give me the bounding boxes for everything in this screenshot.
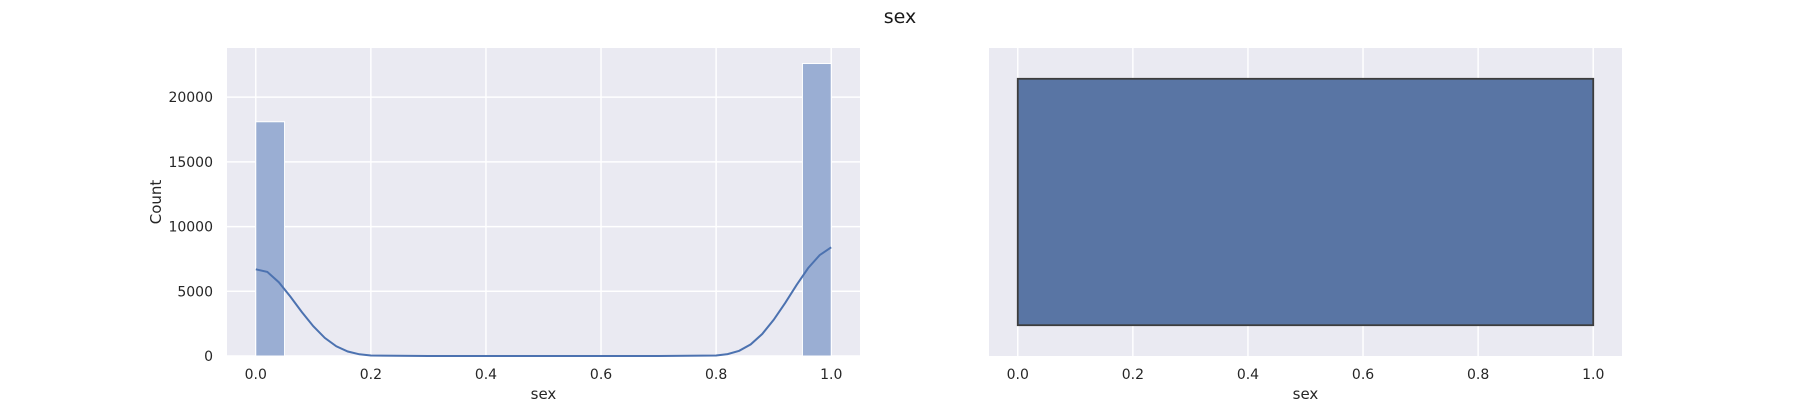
- x-tick-label: 1.0: [1582, 367, 1604, 383]
- boxplot-box: [1016, 77, 1595, 327]
- histogram-bar: [255, 121, 286, 357]
- histogram-x-axis-label: sex: [531, 385, 557, 400]
- boxplot-x-axis-label: sex: [1293, 385, 1319, 400]
- x-tick-label: 0.0: [1007, 367, 1029, 383]
- kde-curve: [255, 246, 832, 357]
- x-tick-label: 0.0: [245, 367, 267, 383]
- y-tick-label: 0: [204, 349, 213, 365]
- histogram-plot-area: [227, 48, 860, 356]
- histogram-y-axis-label: Count: [147, 180, 165, 225]
- x-tick-label: 1.0: [820, 367, 842, 383]
- boxplot-panel: 0.0 0.2 0.4 0.6 0.8 1.0 sex: [989, 48, 1622, 400]
- y-tick-label: 20000: [168, 90, 213, 106]
- x-tick-label: 0.2: [360, 367, 382, 383]
- x-tick-label: 0.4: [475, 367, 497, 383]
- histogram-bars: [255, 63, 832, 357]
- histogram-bar: [801, 63, 832, 357]
- histogram-y-ticks: 0 5000 10000 15000 20000: [168, 90, 213, 365]
- y-tick-label: 10000: [168, 220, 213, 236]
- y-tick-label: 5000: [177, 284, 213, 300]
- x-tick-label: 0.6: [590, 367, 612, 383]
- figure-title: sex: [884, 6, 917, 28]
- x-tick-label: 0.4: [1237, 367, 1259, 383]
- x-tick-label: 0.8: [1467, 367, 1489, 383]
- histogram-panel: 0.0 0.2 0.4 0.6 0.8 1.0 05000100001500020000 …: [147, 48, 860, 400]
- boxplot-x-ticks: 0.0 0.2 0.4 0.6 0.8 1.0: [1007, 367, 1605, 383]
- x-tick-label: 0.6: [1352, 367, 1374, 383]
- x-tick-label: 0.8: [705, 367, 727, 383]
- y-tick-label: 15000: [168, 155, 213, 171]
- histogram-x-ticks: 0.0 0.2 0.4 0.6 0.8 1.0: [245, 367, 843, 383]
- x-tick-label: 0.2: [1122, 367, 1144, 383]
